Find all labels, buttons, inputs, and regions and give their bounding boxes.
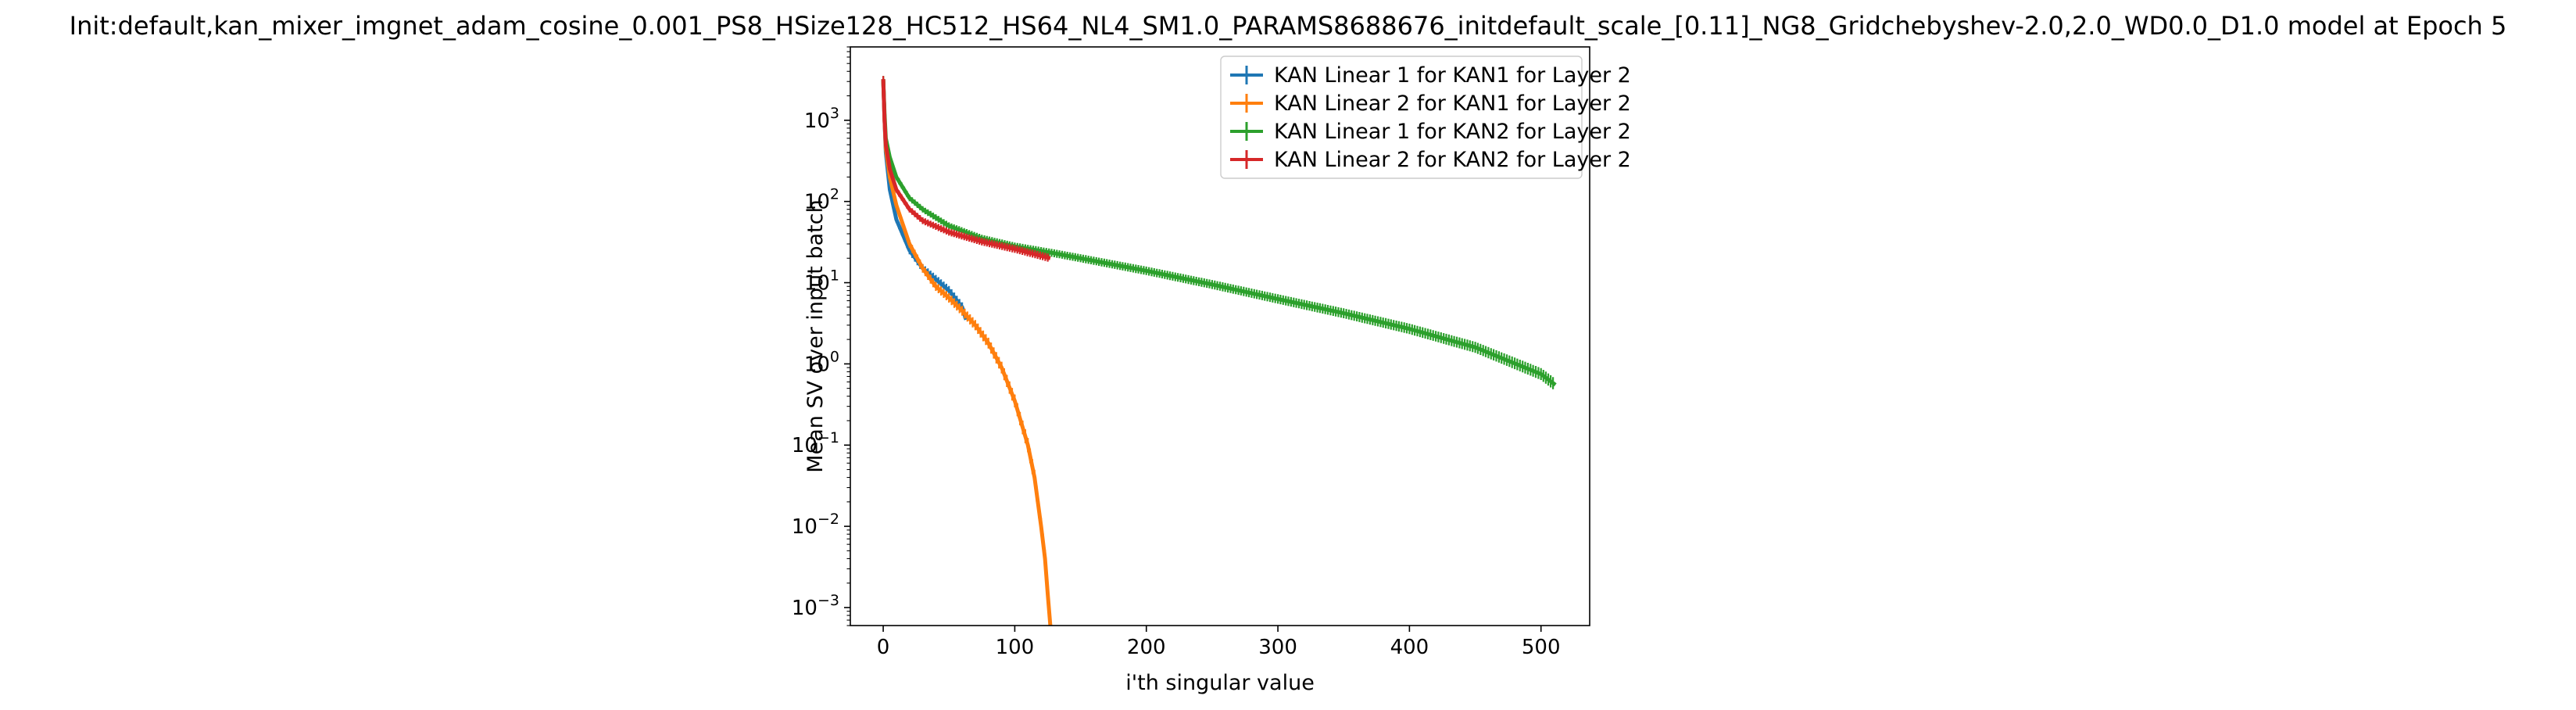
x-tick-label: 200 [1127,636,1166,659]
x-axis-label: i'th singular value [1125,671,1315,695]
y-tick-label: 10−1 [792,429,839,457]
chart-title: Init:default,kan_mixer_imgnet_adam_cosin… [70,11,2507,41]
y-tick-label: 10−2 [792,511,839,539]
y-tick-label: 100 [804,348,839,376]
x-tick-label: 400 [1390,636,1429,659]
series-4 [881,76,1051,262]
x-tick-label: 100 [996,636,1035,659]
x-tick-label: 0 [877,636,890,659]
y-tick-label: 101 [804,267,839,296]
legend-box [1220,56,1583,179]
legend: KAN Linear 1 for KAN1 for Layer 2 KAN Lin… [1220,56,1631,179]
x-tick-label: 300 [1258,636,1297,659]
series-errorbars-4 [882,76,1049,262]
y-axis-label: Mean SV over input batch [803,199,828,472]
y-tick-label: 103 [804,105,839,133]
legend-label: KAN Linear 1 for KAN1 for Layer 2 [1274,63,1631,88]
series-2 [881,76,1053,626]
plot-frame [850,46,1590,626]
y-axis: 10−3 10−2 10−1 100 101 102 103 [792,46,850,626]
legend-label: KAN Linear 2 for KAN2 for Layer 2 [1274,148,1631,172]
series-layer [881,76,1557,626]
legend-label: KAN Linear 1 for KAN2 for Layer 2 [1274,120,1631,144]
y-tick-label: 10−3 [792,592,839,620]
series-errorbars-2 [882,76,1049,603]
series-line-2 [881,79,1053,626]
legend-label: KAN Linear 2 for KAN1 for Layer 2 [1274,91,1631,116]
x-axis: 0 100 200 300 400 500 [877,626,1561,659]
y-tick-label: 102 [804,186,839,214]
x-tick-label: 500 [1522,636,1561,659]
